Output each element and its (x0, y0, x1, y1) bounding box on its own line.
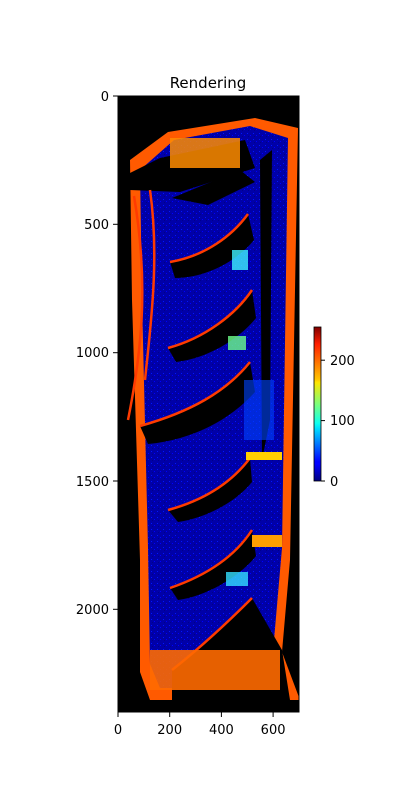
colorbar: 0 100 200 (313, 326, 355, 490)
chart-title: Rendering (170, 74, 247, 92)
plot-area (118, 96, 299, 712)
plot-frame (117, 95, 300, 713)
colorbar-tick-label: 200 (330, 354, 355, 369)
y-tick-label: 2000 (76, 603, 109, 618)
x-tick-label: 600 (261, 723, 286, 738)
x-tick-label: 200 (157, 723, 182, 738)
y-tick-label: 1500 (76, 475, 109, 490)
bright-patches (150, 138, 282, 690)
colorbar-tick-label: 0 (330, 475, 338, 490)
y-tick-label: 1000 (76, 346, 109, 361)
x-axis: 0 200 400 600 (114, 712, 286, 738)
y-tick-label: 0 (101, 90, 109, 105)
colorbar-gradient (313, 326, 322, 482)
x-tick-label: 0 (114, 723, 122, 738)
colorbar-tick-label: 100 (330, 414, 355, 429)
y-tick-label: 500 (84, 218, 109, 233)
y-axis: 0 500 1000 1500 2000 (76, 90, 118, 618)
x-tick-label: 400 (209, 723, 234, 738)
